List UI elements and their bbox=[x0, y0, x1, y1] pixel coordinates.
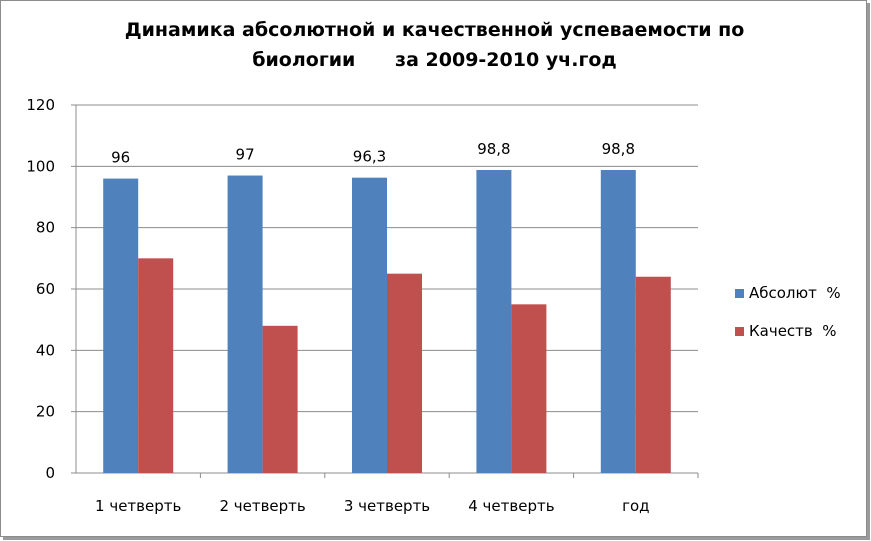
x-tick-label-0: 1 четверть bbox=[95, 497, 181, 515]
y-tick-label-60: 60 bbox=[36, 280, 55, 298]
bar-series1-cat3 bbox=[511, 304, 547, 473]
bar-series0-cat1 bbox=[227, 175, 263, 474]
legend-label-absolute: Абсолют % bbox=[749, 284, 841, 302]
x-tick-label-3: 4 четверть bbox=[468, 497, 554, 515]
bar-series0-cat2 bbox=[352, 177, 387, 473]
x-tick-label-1: 2 четверть bbox=[219, 497, 305, 515]
legend-item-quality: Качеств % bbox=[735, 321, 837, 341]
chart-title-line-1: Динамика абсолютной и качественной успев… bbox=[124, 19, 745, 41]
bar-series1-cat2 bbox=[387, 273, 422, 473]
y-tick-label-0: 0 bbox=[45, 464, 55, 482]
legend-item-absolute: Абсолют % bbox=[735, 283, 841, 303]
bar-series1-cat0 bbox=[138, 258, 174, 473]
bar-series0-cat4 bbox=[600, 170, 636, 473]
legend-swatch-quality bbox=[735, 326, 744, 336]
chart-title-line-2: биологии за 2009-2010 уч.год bbox=[252, 49, 617, 71]
x-tick-label-4: год bbox=[622, 497, 649, 515]
data-label-series0-cat1: 97 bbox=[236, 146, 255, 164]
data-label-series0-cat2: 96,3 bbox=[353, 148, 386, 166]
y-tick-label-80: 80 bbox=[36, 219, 55, 237]
data-label-series0-cat3: 98,8 bbox=[477, 140, 510, 158]
y-tick-label-20: 20 bbox=[36, 403, 55, 421]
bar-series0-cat0 bbox=[103, 178, 139, 473]
y-tick-label-100: 100 bbox=[26, 157, 55, 175]
data-label-series0-cat0: 96 bbox=[111, 149, 130, 167]
y-tick-label-40: 40 bbox=[36, 341, 55, 359]
legend-label-quality: Качеств % bbox=[749, 322, 837, 340]
y-tick-label-120: 120 bbox=[26, 96, 55, 114]
x-tick-label-2: 3 четверть bbox=[344, 497, 430, 515]
bar-series1-cat1 bbox=[262, 325, 298, 473]
bar-series1-cat4 bbox=[635, 276, 671, 473]
legend-swatch-absolute bbox=[735, 288, 744, 298]
chart-title: Динамика абсолютной и качественной успев… bbox=[1, 15, 868, 75]
data-label-series0-cat4: 98,8 bbox=[602, 140, 635, 158]
bar-series0-cat3 bbox=[476, 170, 512, 473]
